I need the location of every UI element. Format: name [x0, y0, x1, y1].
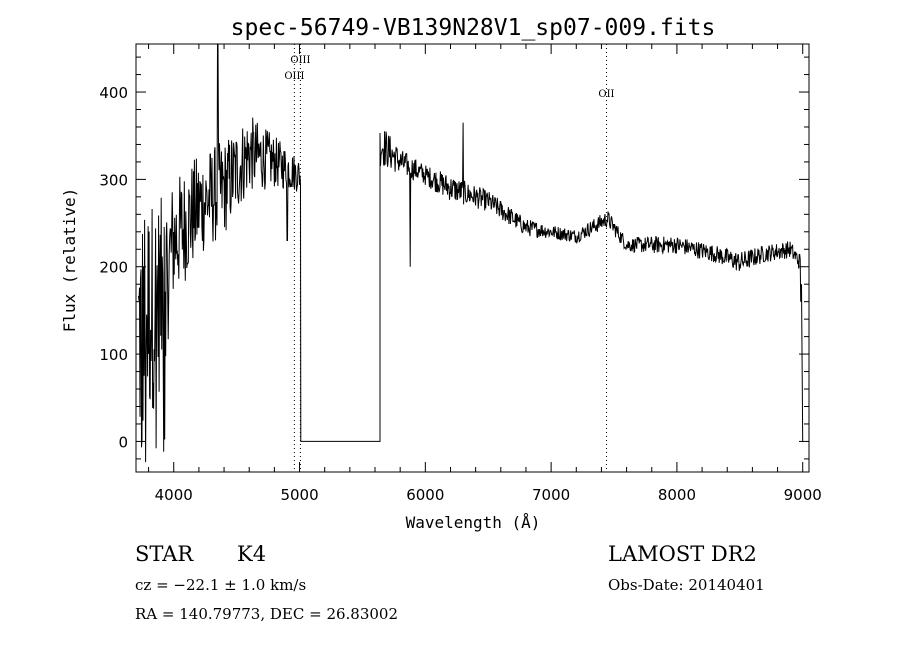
object-subclass: K4 — [237, 542, 267, 566]
y-axis-label: Flux (relative) — [60, 188, 79, 333]
ra-dec-coordinates: RA = 140.79773, DEC = 26.83002 — [135, 605, 399, 623]
survey-name: LAMOST DR2 — [608, 542, 757, 566]
x-axis-label: Wavelength (Å) — [406, 513, 541, 532]
spectrum-line — [138, 43, 804, 463]
x-tick-label: 9000 — [784, 486, 822, 504]
emission-line-label: OIII — [284, 71, 304, 82]
x-tick-label: 6000 — [406, 486, 444, 504]
chart-title: spec-56749-VB139N28V1_sp07-009.fits — [231, 15, 716, 41]
x-tick-label: 5000 — [280, 486, 318, 504]
plot-frame — [135, 43, 810, 473]
object-type: STAR — [135, 542, 194, 566]
x-tick-label: 7000 — [532, 486, 570, 504]
y-tick-label: 200 — [99, 259, 128, 277]
y-tick-label: 400 — [99, 84, 128, 102]
observation-date: Obs-Date: 20140401 — [608, 576, 765, 594]
x-tick-label: 4000 — [155, 486, 193, 504]
redshift-velocity: cz = −22.1 ± 1.0 km/s — [135, 576, 307, 594]
x-tick-label: 8000 — [658, 486, 696, 504]
y-tick-label: 300 — [99, 171, 128, 189]
y-tick-label: 100 — [99, 346, 128, 364]
emission-line-label: OII — [598, 89, 614, 100]
emission-line-label: OIII — [290, 55, 310, 66]
y-tick-label: 0 — [118, 433, 128, 451]
